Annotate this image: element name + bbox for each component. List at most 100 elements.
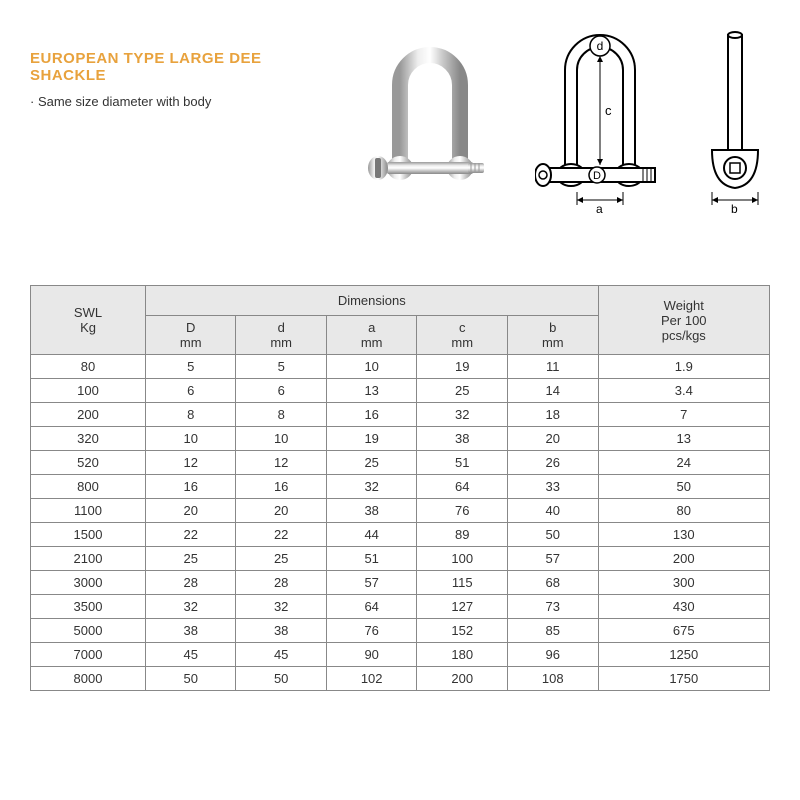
- table-cell: 68: [508, 571, 599, 595]
- table-cell: 200: [31, 403, 146, 427]
- th-b: b mm: [508, 316, 599, 355]
- table-cell: 6: [236, 379, 326, 403]
- table-cell: 200: [598, 547, 769, 571]
- table-cell: 32: [326, 475, 417, 499]
- table-cell: 85: [508, 619, 599, 643]
- table-cell: 102: [326, 667, 417, 691]
- table-cell: 73: [508, 595, 599, 619]
- table-row: 500038387615285675: [31, 619, 770, 643]
- table-row: 210025255110057200: [31, 547, 770, 571]
- th-a: a mm: [326, 316, 417, 355]
- table-cell: 76: [326, 619, 417, 643]
- table-cell: 28: [146, 571, 236, 595]
- table-cell: 44: [326, 523, 417, 547]
- table-cell: 32: [417, 403, 508, 427]
- table-cell: 50: [236, 667, 326, 691]
- table-cell: 22: [146, 523, 236, 547]
- table-cell: 1100: [31, 499, 146, 523]
- table-cell: 3000: [31, 571, 146, 595]
- table-cell: 19: [417, 355, 508, 379]
- table-cell: 7000: [31, 643, 146, 667]
- table-row: 100661325143.4: [31, 379, 770, 403]
- table-cell: 13: [326, 379, 417, 403]
- th-swl: SWL Kg: [31, 286, 146, 355]
- table-cell: 40: [508, 499, 599, 523]
- table-row: 80551019111.9: [31, 355, 770, 379]
- table-cell: 5: [236, 355, 326, 379]
- th-weight: Weight Per 100 pcs/kgs: [598, 286, 769, 355]
- th-D: D mm: [146, 316, 236, 355]
- table-cell: 16: [146, 475, 236, 499]
- table-cell: 20: [236, 499, 326, 523]
- table-cell: 108: [508, 667, 599, 691]
- table-cell: 25: [326, 451, 417, 475]
- table-cell: 24: [598, 451, 769, 475]
- table-cell: 26: [508, 451, 599, 475]
- table-cell: 1500: [31, 523, 146, 547]
- table-cell: 20: [508, 427, 599, 451]
- table-cell: 80: [598, 499, 769, 523]
- table-cell: 6: [146, 379, 236, 403]
- table-cell: 38: [236, 619, 326, 643]
- table-row: 300028285711568300: [31, 571, 770, 595]
- table-cell: 3500: [31, 595, 146, 619]
- table-cell: 64: [326, 595, 417, 619]
- table-cell: 64: [417, 475, 508, 499]
- table-cell: 22: [236, 523, 326, 547]
- table-cell: 10: [326, 355, 417, 379]
- table-cell: 7: [598, 403, 769, 427]
- table-cell: 28: [236, 571, 326, 595]
- table-cell: 51: [326, 547, 417, 571]
- table-cell: 12: [146, 451, 236, 475]
- table-cell: 38: [326, 499, 417, 523]
- table-cell: 32: [146, 595, 236, 619]
- table-cell: 76: [417, 499, 508, 523]
- table-cell: 89: [417, 523, 508, 547]
- table-cell: 45: [146, 643, 236, 667]
- table-cell: 127: [417, 595, 508, 619]
- table-cell: 57: [326, 571, 417, 595]
- table-cell: 130: [598, 523, 769, 547]
- table-body: 80551019111.9100661325143.42008816321873…: [31, 355, 770, 691]
- table-cell: 19: [326, 427, 417, 451]
- th-dimensions: Dimensions: [146, 286, 599, 316]
- table-cell: 20: [146, 499, 236, 523]
- table-cell: 16: [326, 403, 417, 427]
- table-row: 320101019382013: [31, 427, 770, 451]
- table-cell: 50: [598, 475, 769, 499]
- table-cell: 200: [417, 667, 508, 691]
- table-cell: 1750: [598, 667, 769, 691]
- table-cell: 152: [417, 619, 508, 643]
- table-cell: 33: [508, 475, 599, 499]
- table-cell: 12: [236, 451, 326, 475]
- table-cell: 430: [598, 595, 769, 619]
- table-row: 15002222448950130: [31, 523, 770, 547]
- table-cell: 57: [508, 547, 599, 571]
- table-cell: 5000: [31, 619, 146, 643]
- table-cell: 25: [236, 547, 326, 571]
- table-cell: 45: [236, 643, 326, 667]
- th-c: c mm: [417, 316, 508, 355]
- table-cell: 10: [236, 427, 326, 451]
- table-cell: 5: [146, 355, 236, 379]
- table-cell: 520: [31, 451, 146, 475]
- table-cell: 3.4: [598, 379, 769, 403]
- table-cell: 50: [508, 523, 599, 547]
- table-cell: 180: [417, 643, 508, 667]
- table-cell: 16: [236, 475, 326, 499]
- table-row: 7000454590180961250: [31, 643, 770, 667]
- shackle-diagram-side: b: [700, 20, 770, 220]
- table-cell: 115: [417, 571, 508, 595]
- label-a: a: [596, 202, 603, 216]
- title-block: EUROPEAN TYPE LARGE DEE SHACKLE Same siz…: [30, 20, 310, 109]
- table-cell: 80: [31, 355, 146, 379]
- product-subtitle: Same size diameter with body: [30, 94, 310, 109]
- table-cell: 90: [326, 643, 417, 667]
- table-cell: 38: [417, 427, 508, 451]
- specifications-table: SWL Kg Dimensions Weight Per 100 pcs/kgs…: [30, 285, 770, 691]
- header-section: EUROPEAN TYPE LARGE DEE SHACKLE Same siz…: [30, 20, 770, 265]
- table-cell: 8: [146, 403, 236, 427]
- table-cell: 1.9: [598, 355, 769, 379]
- table-cell: 8: [236, 403, 326, 427]
- table-cell: 51: [417, 451, 508, 475]
